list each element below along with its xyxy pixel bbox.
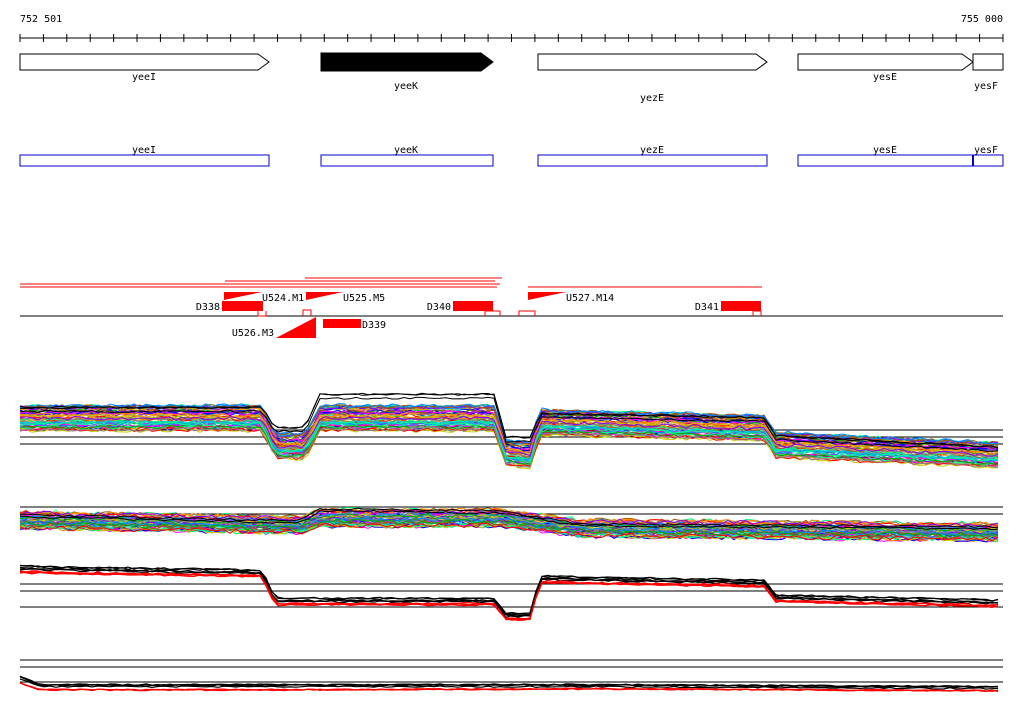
annotation-track: yeeI yeeK yezE yesE yesF [19, 145, 1004, 167]
feature-flag-U525.M5[interactable] [306, 292, 343, 300]
expression-trace-line [19, 424, 999, 466]
annotation-box-yesE[interactable] [797, 154, 974, 167]
expression-traces [19, 564, 999, 622]
expression-trace-line [19, 510, 999, 531]
feature-block-D339[interactable] [323, 319, 361, 328]
expression-trace-line [19, 508, 999, 528]
expression-trace-line [19, 517, 999, 537]
feature-track: D338 U524.M1 U525.M5 D339 D340 U526.M3 U… [20, 277, 1003, 339]
annotation-box-yesF[interactable] [972, 154, 1004, 167]
expression-trace-line [19, 420, 999, 462]
gene-label-yeeI: yeeI [132, 72, 156, 83]
feature-label-D339: D339 [362, 320, 386, 331]
ruler-ticks [19, 34, 1004, 42]
gene-arrow-yeeK[interactable] [320, 52, 494, 72]
feature-label-U524.M1: U524.M1 [262, 293, 304, 304]
ruler-start-label: 752 501 [20, 14, 62, 25]
expression-trace-line [19, 675, 999, 688]
feature-block-D341[interactable] [721, 301, 761, 311]
expression-traces [19, 675, 999, 693]
feature-block-D340[interactable] [453, 301, 493, 311]
expression-trace-line [19, 570, 999, 621]
annotation-label-yezE: yezE [640, 145, 664, 156]
expression-traces [19, 392, 999, 470]
expression-trace-line [19, 421, 999, 464]
expression-trace-line [19, 417, 999, 459]
expression-trace-line [19, 392, 999, 449]
expression-trace-line [19, 570, 999, 620]
expression-trace-line [19, 521, 999, 542]
feature-connector [484, 310, 501, 316]
annotation-label-yeeK: yeeK [394, 145, 418, 156]
gene-label-yesF: yesF [974, 81, 998, 92]
feature-block-D338[interactable] [222, 301, 263, 311]
expression-trace-line [19, 520, 999, 539]
feature-connector [257, 311, 267, 317]
feature-label-D341: D341 [695, 302, 719, 313]
expression-panel-1 [19, 392, 1003, 470]
expression-trace-line [19, 396, 999, 452]
expression-trace-line [19, 412, 999, 454]
expression-trace-line [19, 508, 999, 529]
gene-label-yeeK: yeeK [394, 81, 418, 92]
gene-arrow-yesF[interactable] [972, 53, 1004, 71]
feature-connector [752, 310, 762, 316]
expression-trace-line [19, 568, 999, 619]
feature-flag-U526.M3[interactable] [276, 317, 316, 338]
expression-trace-line [19, 522, 999, 542]
gene-track: yeeI yeeK yezE yesE yesF [19, 52, 1004, 104]
feature-flag-U527.M14[interactable] [528, 292, 566, 300]
feature-connector [518, 310, 536, 316]
expression-trace-line [19, 426, 999, 469]
annotation-label-yesF: yesF [974, 145, 998, 156]
expression-trace-line [19, 682, 999, 693]
expression-trace-line [20, 509, 999, 531]
ruler-end-label: 755 000 [961, 14, 1003, 25]
feature-connector [302, 309, 312, 316]
gene-arrow-yeeI[interactable] [19, 53, 270, 71]
annotation-label-yeeI: yeeI [132, 145, 156, 156]
expression-panel-3 [19, 564, 1003, 622]
expression-panel-2 [19, 506, 1003, 543]
annotation-label-yesE: yesE [873, 145, 897, 156]
expression-trace-line [19, 507, 999, 529]
expression-trace-line [19, 415, 999, 457]
feature-label-D340: D340 [427, 302, 451, 313]
feature-label-U525.M5: U525.M5 [343, 293, 385, 304]
expression-trace-line [19, 678, 999, 690]
feature-label-U526.M3: U526.M3 [232, 328, 274, 339]
gene-label-yezE: yezE [640, 93, 664, 104]
expression-trace-line [19, 567, 999, 617]
gene-arrow-yesE[interactable] [797, 53, 974, 71]
feature-label-U527.M14: U527.M14 [566, 293, 614, 304]
expression-trace-line [19, 518, 999, 538]
expression-trace-line [19, 426, 999, 468]
expression-panel-4 [19, 659, 1003, 693]
expression-trace-line [19, 413, 999, 455]
annotation-box-yezE[interactable] [537, 154, 768, 167]
feature-flag-U524.M1[interactable] [224, 292, 262, 300]
gene-arrow-yezE[interactable] [537, 53, 768, 71]
annotation-box-yeeK[interactable] [320, 154, 494, 167]
expression-trace-line [19, 565, 999, 615]
gene-label-yesE: yesE [873, 72, 897, 83]
annotation-box-yeeI[interactable] [19, 154, 270, 167]
feature-label-D338: D338 [196, 302, 220, 313]
coordinate-ruler: 752 501 755 000 [19, 14, 1004, 42]
expression-trace-line [19, 427, 999, 467]
expression-traces [19, 507, 999, 543]
